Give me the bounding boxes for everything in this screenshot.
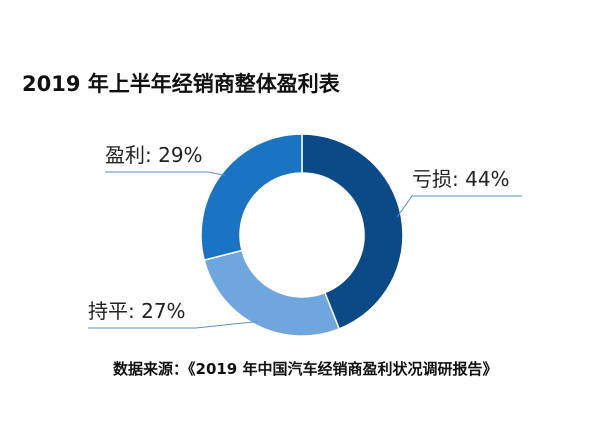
- donut-slices: [200, 133, 404, 337]
- source-note: 数据来源：《2019 年中国汽车经销商盈利状况调研报告》: [113, 360, 497, 378]
- slice-label-1: 亏损: 44%: [412, 167, 510, 191]
- leader-line-1: [396, 195, 522, 218]
- leader-line-3: [105, 171, 226, 177]
- leader-lines: [88, 171, 522, 329]
- slice-label-2: 持平: 27%: [88, 299, 186, 323]
- leader-line-2: [88, 320, 259, 329]
- donut-slice-2: [203, 249, 341, 337]
- slice-labels: 亏损: 44% 持平: 27% 盈利: 29%: [88, 143, 510, 323]
- donut-slice-3: [200, 133, 303, 262]
- donut-slice-1: [301, 133, 404, 330]
- slice-label-3: 盈利: 29%: [105, 143, 203, 167]
- chart-title: 2019 年上半年经销商整体盈利表: [22, 72, 341, 96]
